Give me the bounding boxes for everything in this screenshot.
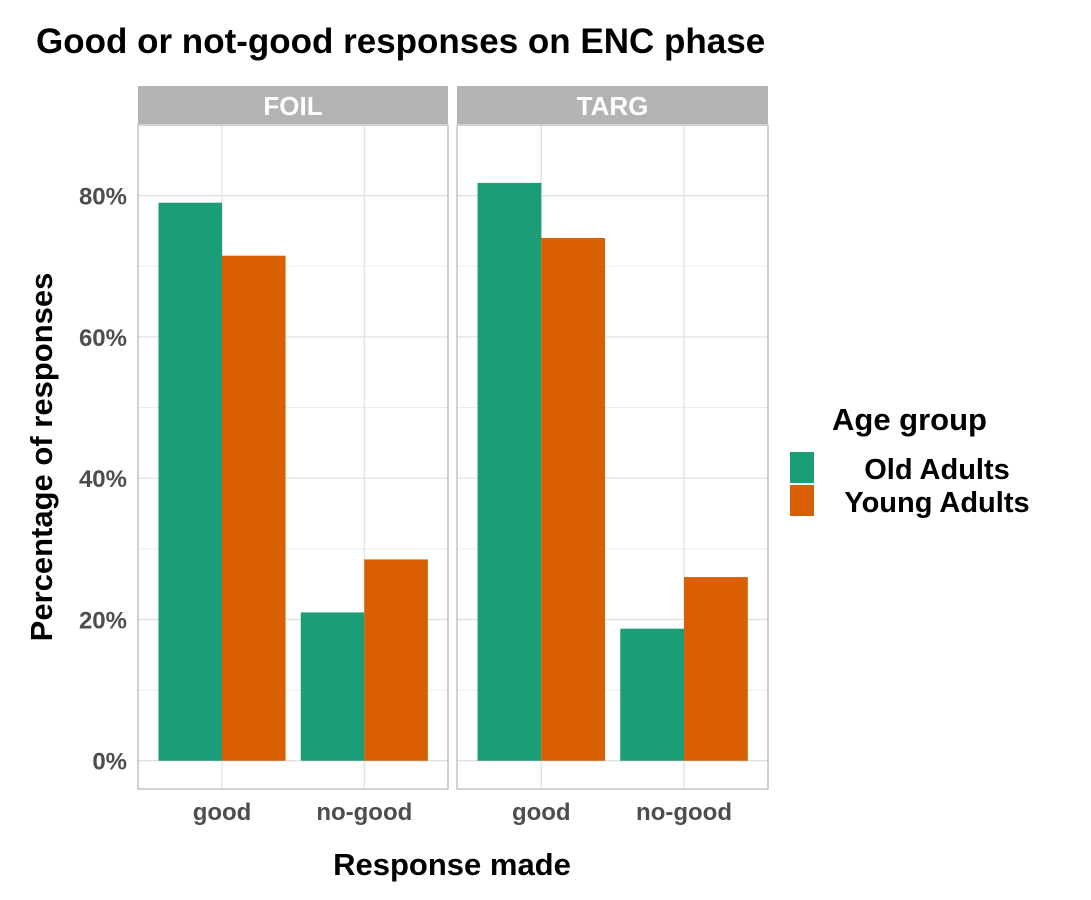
x-tick-label: good [193, 799, 252, 826]
bar-young-adults-good [541, 238, 606, 761]
facet-strip [457, 86, 768, 124]
legend-title: Age group [832, 402, 987, 437]
bar-old-adults-no-good [300, 612, 365, 761]
bar-young-adults-good [222, 255, 286, 761]
panel-border [456, 124, 769, 790]
panel-border [137, 124, 449, 790]
panel-targ: TARG good no-good [456, 86, 769, 826]
legend-label: Young Adults [844, 487, 1029, 519]
bar-old-adults-good [477, 182, 542, 761]
y-axis-title: Percentage of responses [24, 273, 59, 642]
bar-young-adults-no-good [684, 577, 748, 761]
y-tick-label: 60% [79, 325, 127, 352]
facet-strip-label: TARG [577, 91, 649, 121]
x-tick-label: no-good [316, 799, 412, 826]
x-tick-label: no-good [636, 799, 732, 826]
y-tick-label: 80% [79, 184, 127, 211]
y-tick-label: 40% [79, 466, 127, 493]
bar-old-adults-good [158, 202, 223, 761]
bar-young-adults-no-good [364, 559, 428, 761]
x-axis-title: Response made [333, 847, 571, 882]
panels: FOIL good no-good TARG good no-good [137, 86, 769, 826]
y-axis: 0% 20% 40% 60% 80% [79, 184, 127, 776]
y-tick-label: 20% [79, 607, 127, 634]
legend-swatch [790, 452, 814, 483]
chart-title: Good or not-good responses on ENC phase [36, 22, 765, 61]
legend-swatch [790, 485, 814, 516]
facet-strip [138, 86, 448, 124]
x-tick-label: good [512, 799, 571, 826]
facet-strip-label: FOIL [263, 91, 322, 121]
legend-label: Old Adults [864, 454, 1010, 486]
y-tick-label: 0% [92, 749, 127, 776]
panel-foil: FOIL good no-good [137, 86, 449, 826]
bar-old-adults-no-good [620, 628, 685, 761]
